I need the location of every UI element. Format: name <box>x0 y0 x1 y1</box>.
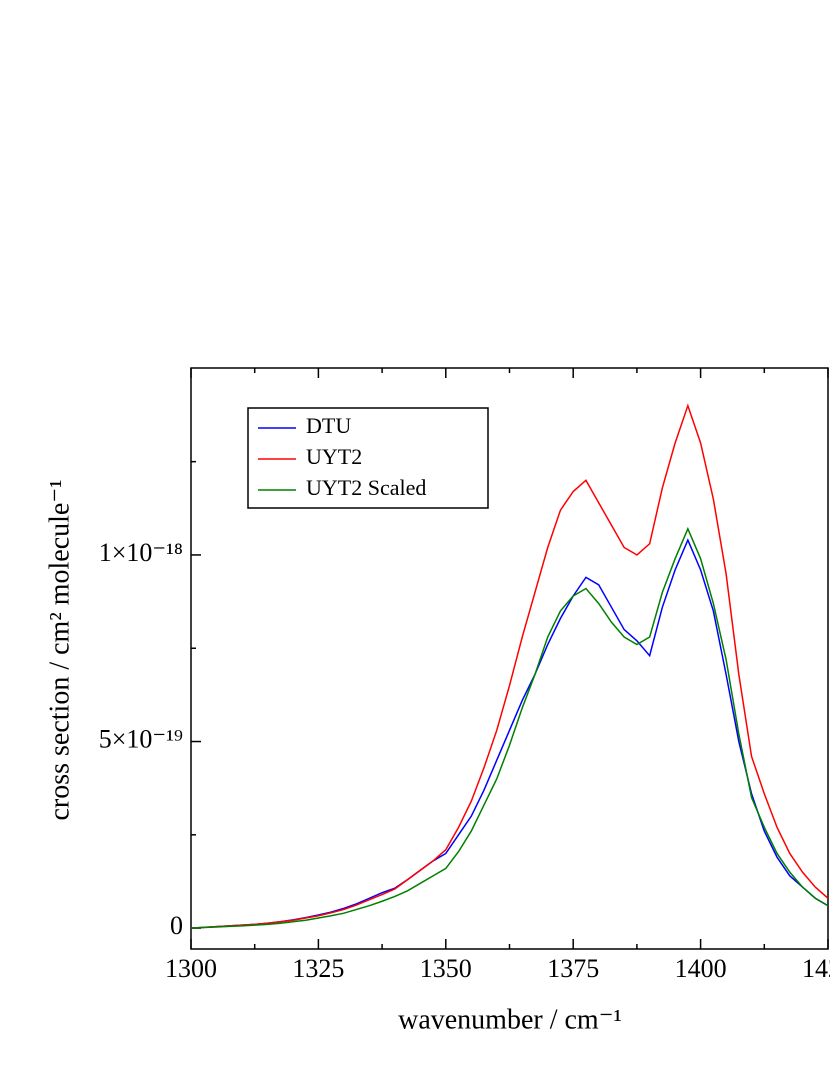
series-line <box>190 403 829 929</box>
legend-label: DTU <box>306 413 351 438</box>
legend-label: UYT2 <box>306 444 362 469</box>
x-tick-label: 1375 <box>547 954 599 983</box>
y-tick-label: 5×10⁻¹⁹ <box>99 724 183 753</box>
x-axis-label: wavenumber / cm⁻¹ <box>398 1004 622 1035</box>
x-tick-label: 1425 <box>802 954 830 983</box>
x-tick-label: 1400 <box>675 954 727 983</box>
y-tick-label: 1×10⁻¹⁸ <box>99 538 183 567</box>
x-tick-label: 1350 <box>420 954 472 983</box>
series-line <box>190 526 829 929</box>
y-axis-label: cross section / cm² molecule⁻¹ <box>44 479 75 820</box>
legend-label: UYT2 Scaled <box>306 475 426 500</box>
x-tick-label: 1300 <box>165 954 217 983</box>
x-tick-label: 1325 <box>292 954 344 983</box>
legend-frame <box>247 407 489 509</box>
series-line <box>190 538 829 929</box>
y-tick-label: 0 <box>170 911 183 940</box>
